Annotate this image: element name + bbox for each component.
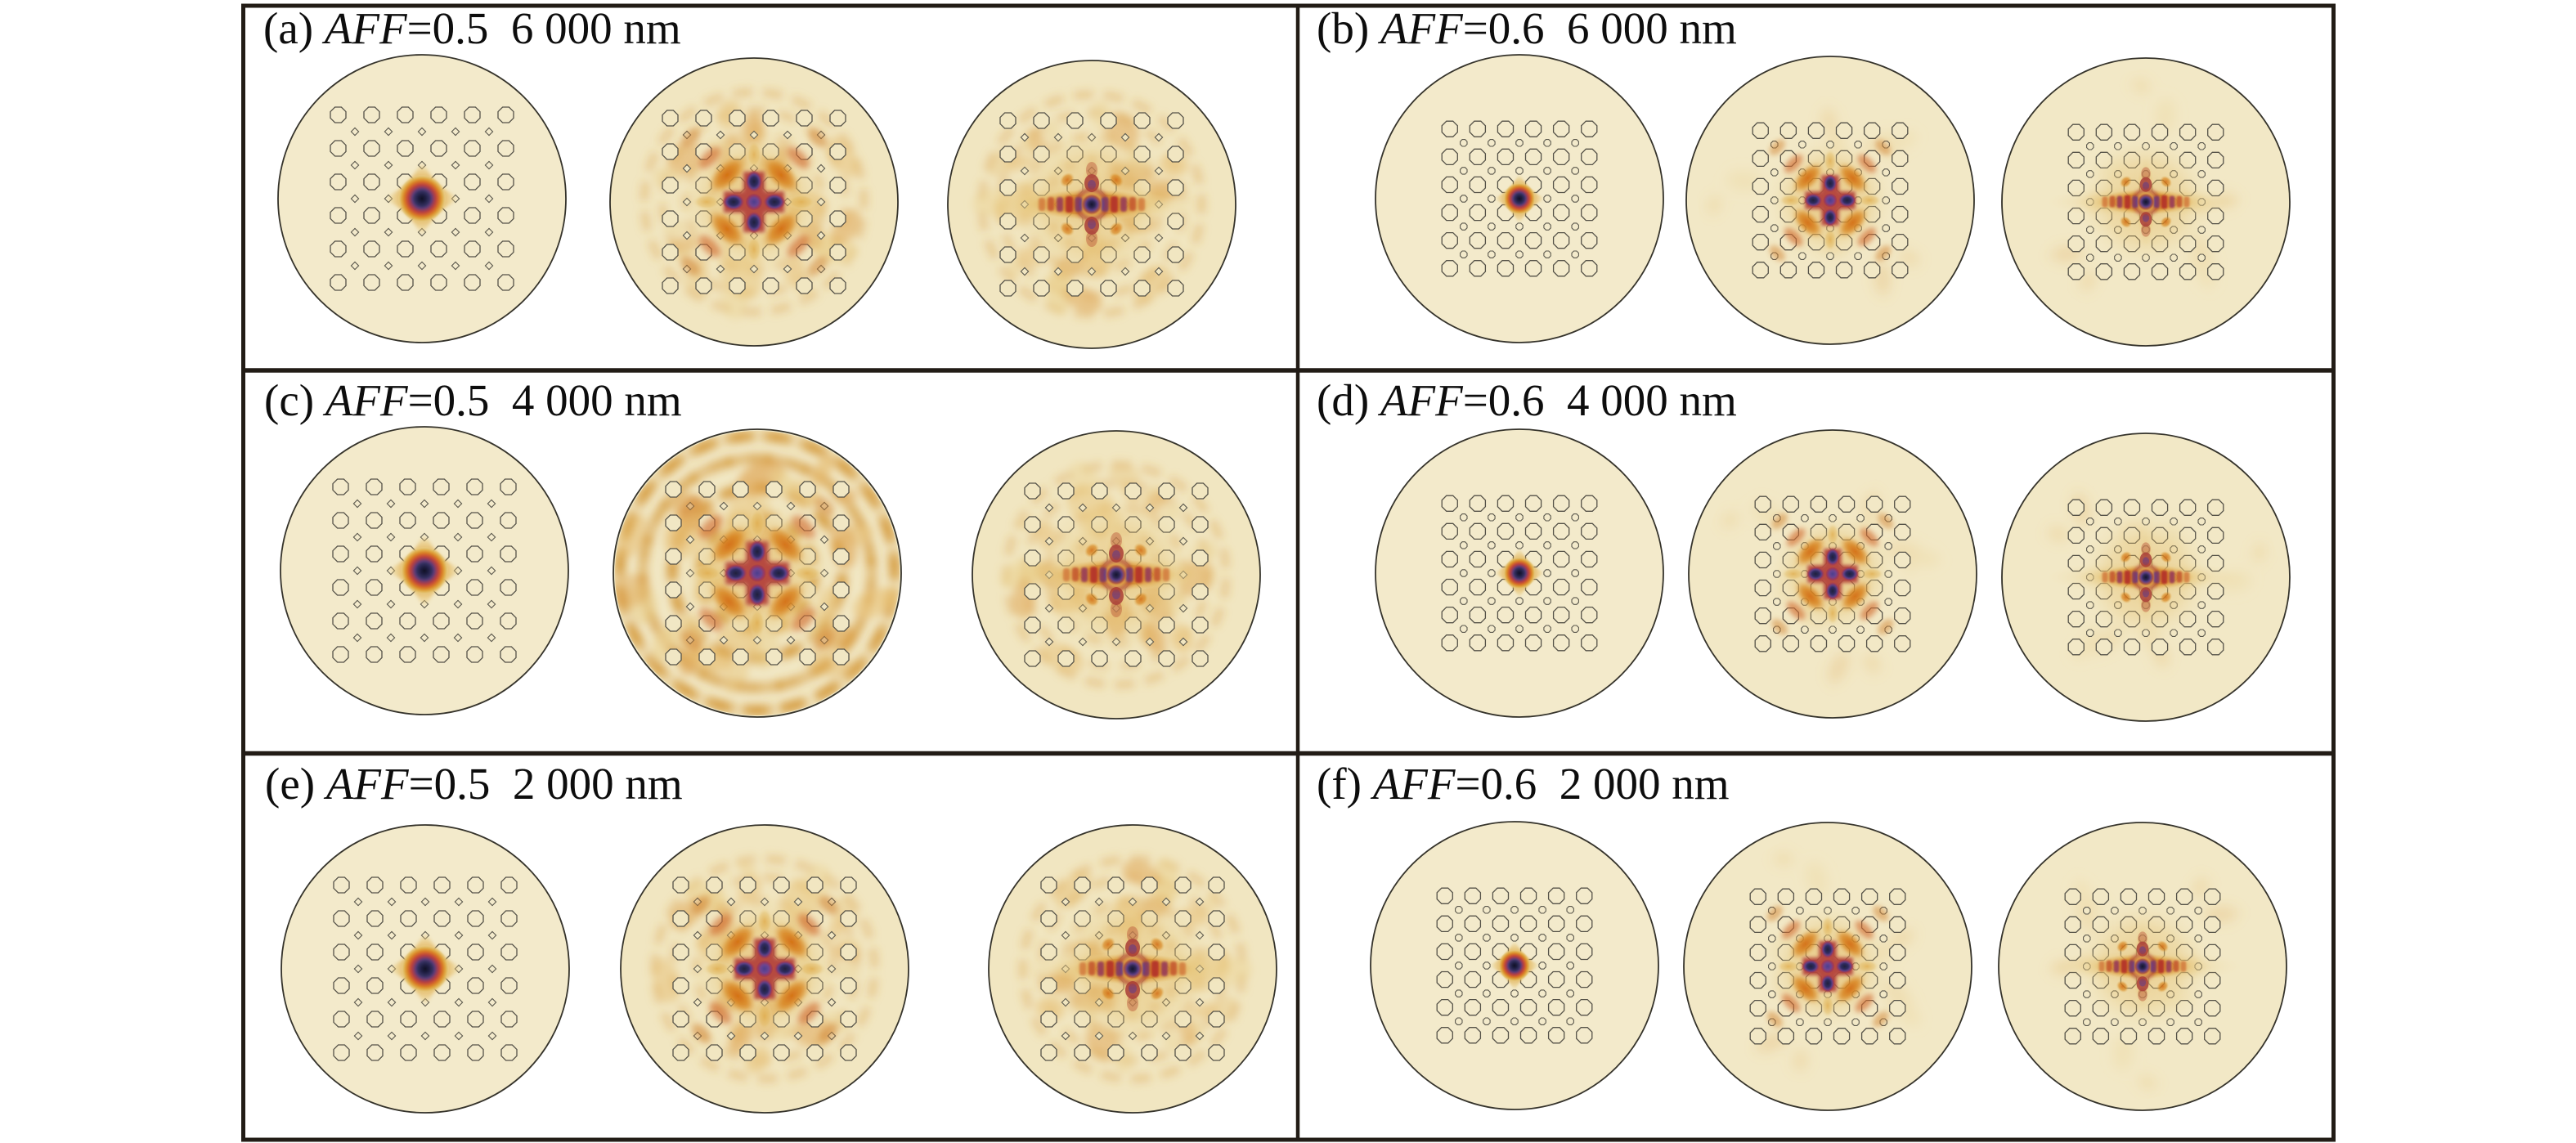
svg-text:(b) AFF=0.6 6 000 nm: (b) AFF=0.6 6 000 nm	[1317, 3, 1737, 53]
svg-text:(e) AFF=0.5 2 000 nm: (e) AFF=0.5 2 000 nm	[265, 759, 683, 809]
svg-text:(f) AFF=0.6 2 000 nm: (f) AFF=0.6 2 000 nm	[1317, 759, 1730, 809]
svg-text:(a) AFF=0.5 6 000 nm: (a) AFF=0.5 6 000 nm	[263, 3, 681, 53]
svg-text:(d) AFF=0.6 4 000 nm: (d) AFF=0.6 4 000 nm	[1317, 375, 1737, 425]
svg-text:(c) AFF=0.5 4 000 nm: (c) AFF=0.5 4 000 nm	[264, 375, 682, 425]
